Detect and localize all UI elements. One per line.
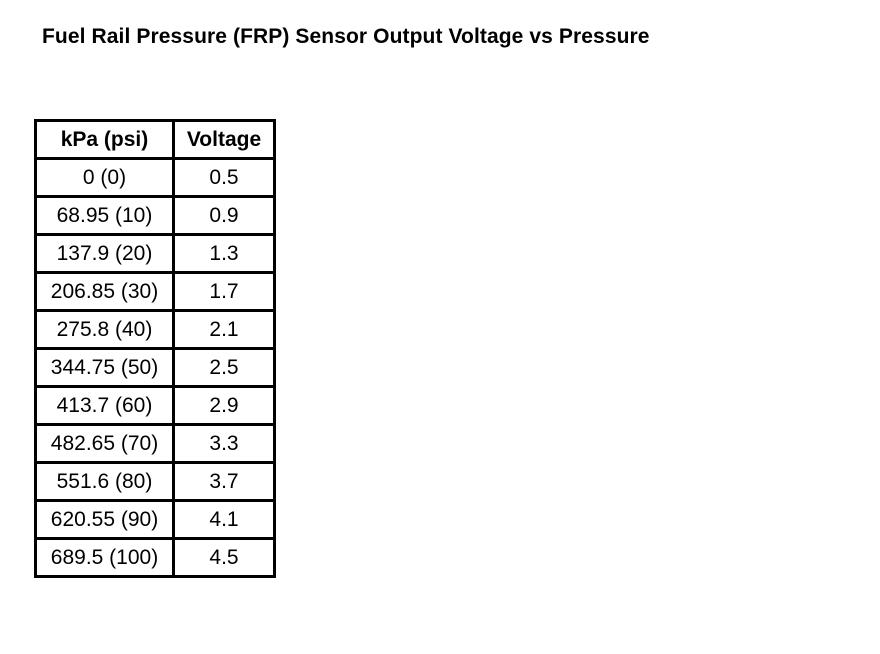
cell-kpa-psi: 137.9 (20) [34,233,175,274]
cell-voltage: 2.5 [172,347,276,388]
table-row: 137.9 (20) 1.3 [34,233,276,274]
cell-voltage: 0.9 [172,195,276,236]
cell-kpa-psi: 620.55 (90) [34,499,175,540]
header-voltage: Voltage [172,119,276,160]
table-row: 620.55 (90) 4.1 [34,499,276,540]
page-title: Fuel Rail Pressure (FRP) Sensor Output V… [42,25,650,48]
cell-voltage: 0.5 [172,157,276,198]
cell-voltage: 2.9 [172,385,276,426]
cell-kpa-psi: 482.65 (70) [34,423,175,464]
header-kpa-psi: kPa (psi) [34,119,175,160]
table-row: 0 (0) 0.5 [34,157,276,198]
cell-kpa-psi: 0 (0) [34,157,175,198]
table-row: 689.5 (100) 4.5 [34,537,276,578]
cell-kpa-psi: 551.6 (80) [34,461,175,502]
cell-voltage: 3.7 [172,461,276,502]
table-header-row: kPa (psi) Voltage [34,119,276,160]
pressure-voltage-table: kPa (psi) Voltage 0 (0) 0.5 68.95 (10) 0… [34,119,276,578]
table-row: 206.85 (30) 1.7 [34,271,276,312]
table-row: 551.6 (80) 3.7 [34,461,276,502]
cell-voltage: 1.3 [172,233,276,274]
cell-voltage: 4.1 [172,499,276,540]
table-row: 482.65 (70) 3.3 [34,423,276,464]
table-row: 68.95 (10) 0.9 [34,195,276,236]
cell-voltage: 3.3 [172,423,276,464]
table-row: 275.8 (40) 2.1 [34,309,276,350]
cell-voltage: 1.7 [172,271,276,312]
cell-voltage: 4.5 [172,537,276,578]
cell-kpa-psi: 206.85 (30) [34,271,175,312]
cell-kpa-psi: 68.95 (10) [34,195,175,236]
table-row: 413.7 (60) 2.9 [34,385,276,426]
cell-kpa-psi: 275.8 (40) [34,309,175,350]
table-row: 344.75 (50) 2.5 [34,347,276,388]
cell-kpa-psi: 689.5 (100) [34,537,175,578]
cell-voltage: 2.1 [172,309,276,350]
cell-kpa-psi: 413.7 (60) [34,385,175,426]
cell-kpa-psi: 344.75 (50) [34,347,175,388]
